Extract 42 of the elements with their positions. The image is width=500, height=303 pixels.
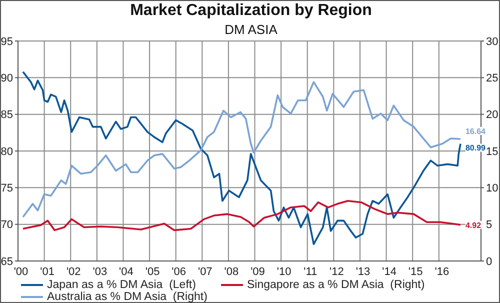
y2-tick-label: 30: [486, 36, 498, 48]
y-tick-label: 75: [0, 182, 13, 195]
y-tick-label: 65: [0, 256, 13, 268]
y-tick-label: 80: [0, 146, 13, 158]
y2-tick-label: 20: [486, 109, 498, 122]
chart-subtitle: DM ASIA: [224, 22, 278, 37]
x-tick-label: '10: [276, 266, 292, 278]
y2-tick-label: 15: [486, 146, 498, 158]
y2-tick-label: 5: [486, 219, 492, 232]
x-tick-label: '06: [172, 266, 186, 278]
x-tick-label: '03: [92, 266, 108, 278]
data-label: 16.64: [465, 126, 486, 136]
chart-title: Market Capitalization by Region: [129, 2, 373, 20]
line-series: [22, 81, 462, 218]
line-series: [22, 70, 462, 246]
data-label: 4.92: [465, 220, 482, 230]
y-tick-label: 90: [0, 72, 13, 85]
x-tick-label: '08: [224, 266, 239, 278]
y-tick-label: 95: [0, 36, 13, 48]
legend-label: Australia as % DM Asia (Right): [47, 291, 208, 303]
x-tick-label: '02: [66, 266, 81, 278]
data-label: 80.99: [465, 144, 486, 153]
x-tick-label: '12: [330, 266, 344, 278]
y-tick-label: 70: [0, 219, 13, 232]
y2-tick-label: 10: [486, 182, 498, 195]
x-tick-label: '05: [145, 266, 160, 278]
x-tick-label: '00: [14, 266, 28, 278]
y2-tick-label: 25: [486, 72, 498, 85]
legend-label: Singapore as a % DM Asia (Right): [247, 279, 425, 291]
x-tick-label: '14: [382, 266, 396, 278]
y2-tick-label: 0: [486, 256, 492, 268]
x-tick-label: '01: [40, 266, 54, 278]
y-tick-label: 85: [0, 109, 13, 122]
x-tick-label: '09: [250, 266, 265, 278]
x-tick-label: '11: [304, 266, 318, 278]
line-series: [22, 200, 462, 232]
x-tick-label: '07: [198, 266, 212, 278]
legend-label: Japan as a % DM Asia (Left): [47, 279, 196, 291]
x-tick-label: '16: [434, 266, 450, 278]
x-tick-label: '04: [119, 266, 134, 278]
x-tick-label: '15: [408, 266, 423, 278]
x-tick-label: '13: [356, 266, 370, 278]
